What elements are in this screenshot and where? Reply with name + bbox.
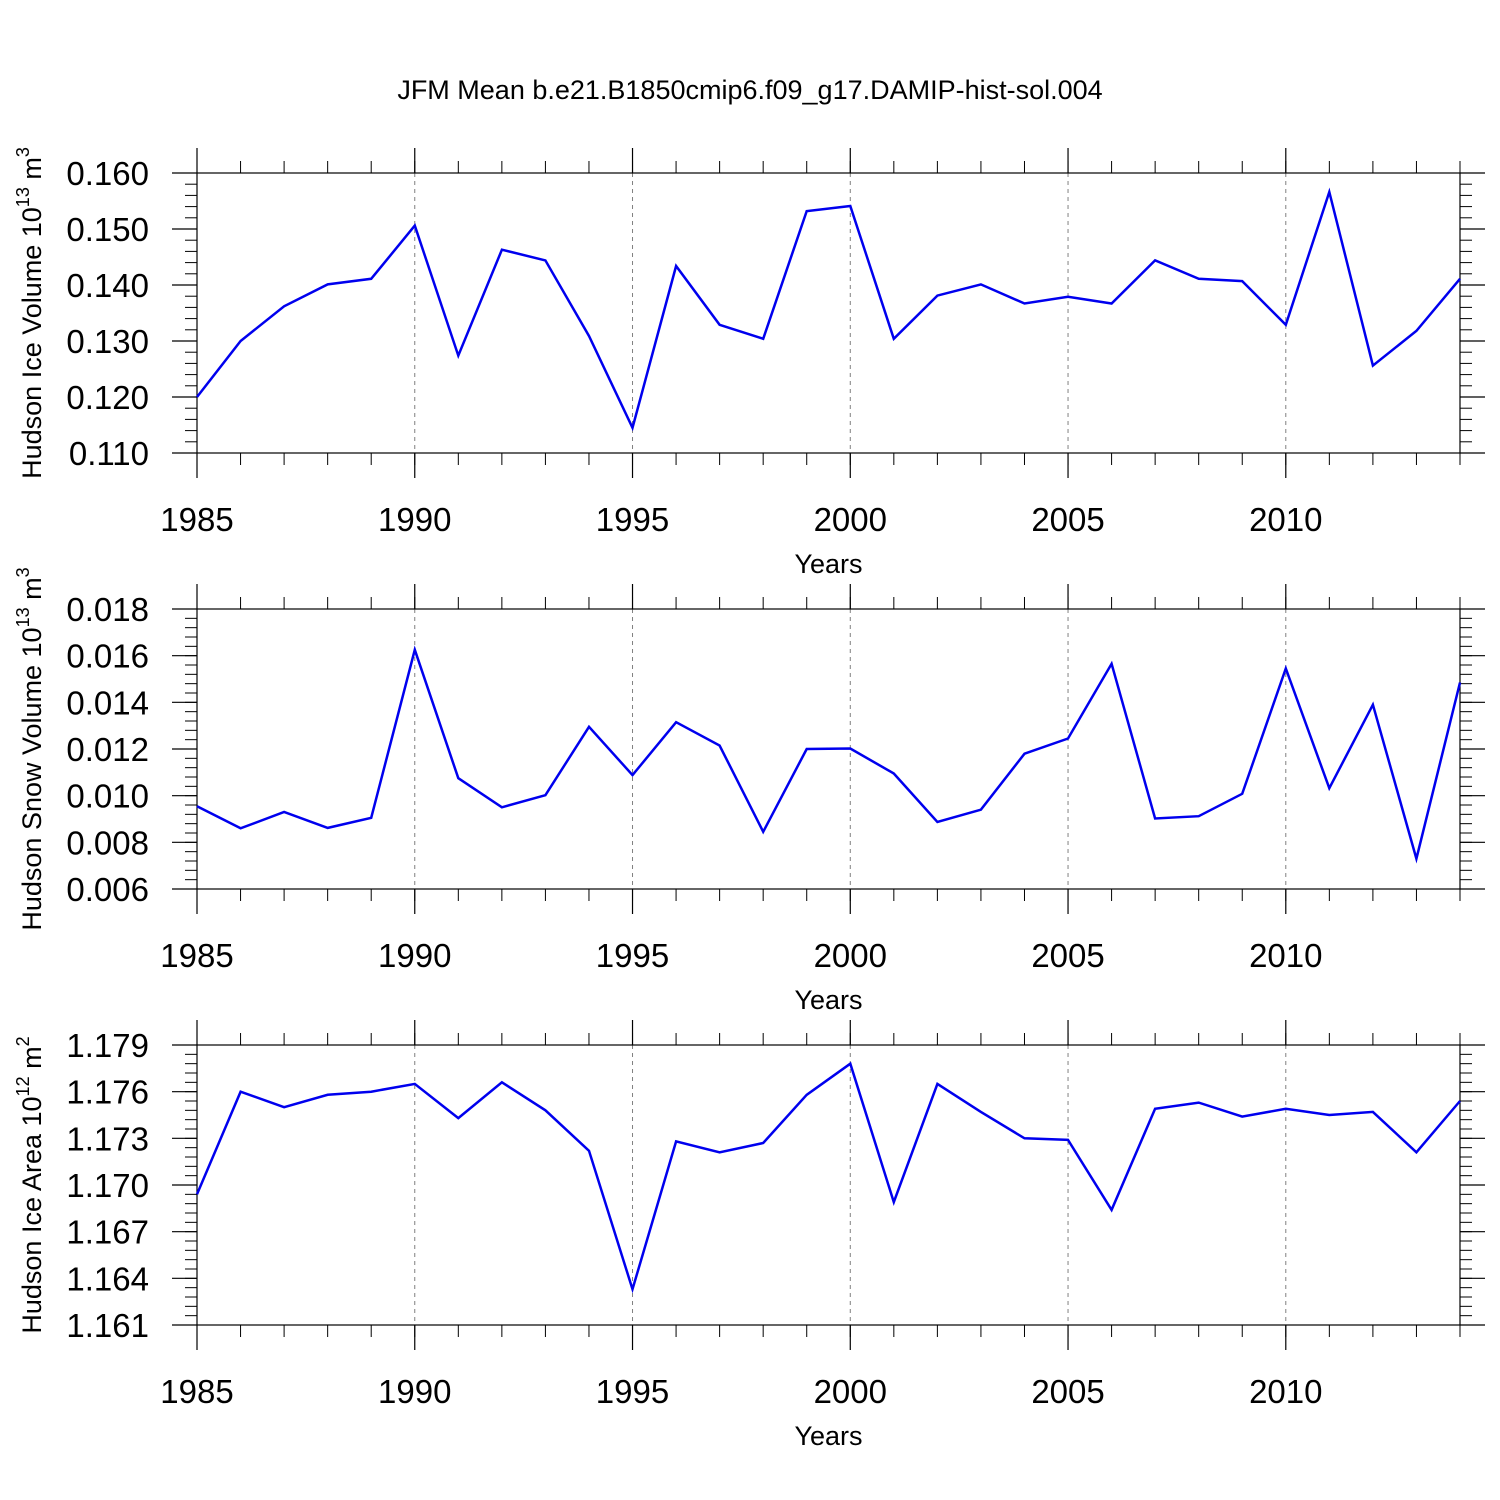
x-tick-label: 2005 xyxy=(1031,937,1104,974)
y-tick-label: 1.176 xyxy=(66,1074,149,1111)
series-line xyxy=(195,1061,1461,1294)
plot-frame xyxy=(196,172,1461,454)
y-axis-label-exponent: 13 xyxy=(13,607,33,627)
x-tick-label: 2000 xyxy=(814,937,887,974)
chart-panel-3: 1985 1990 1995 2000 2005 2010 1.161 1.164 1.167 1… xyxy=(13,1020,1485,1451)
x-tick-label: 1985 xyxy=(160,1373,233,1410)
y-axis-label-exponent: 12 xyxy=(13,1076,33,1096)
y-axis-label: Hudson Ice Area 1012 m2 xyxy=(13,1036,47,1333)
x-tick-label: 2010 xyxy=(1249,1373,1322,1410)
y-tick-label: 1.173 xyxy=(66,1120,149,1157)
chart-panel-1: 1985 1990 1995 2000 2005 2010 0.110 0.120 0.130 0… xyxy=(13,147,1485,579)
y-tick-label: 0.008 xyxy=(66,824,149,861)
y-axis-label-unit: m xyxy=(17,577,47,607)
y-tick-label: 1.170 xyxy=(66,1167,149,1204)
y-tick-label: 0.010 xyxy=(66,778,149,815)
x-axis-label: Years xyxy=(794,549,862,579)
y-tick-label: 1.179 xyxy=(66,1027,149,1064)
x-tick-label: 1990 xyxy=(378,937,451,974)
x-tick-label: 2000 xyxy=(814,501,887,538)
y-tick-label: 0.120 xyxy=(66,379,149,416)
series-line xyxy=(196,645,1462,864)
y-tick-label: 0.150 xyxy=(66,211,149,248)
y-tick-label: 0.160 xyxy=(66,155,149,192)
chart-panel-2: 1985 1990 1995 2000 2005 2010 0.006 0.008 0.010 0… xyxy=(13,567,1485,1015)
y-axis-label: Hudson Snow Volume 1013 m3 xyxy=(13,567,47,930)
y-tick-label: 0.012 xyxy=(66,731,149,768)
x-tick-label: 1985 xyxy=(160,937,233,974)
y-tick-label: 0.140 xyxy=(66,267,149,304)
y-axis-label: Hudson Ice Volume 1013 m3 xyxy=(13,147,47,479)
y-tick-label: 1.167 xyxy=(66,1214,149,1251)
x-axis-label: Years xyxy=(794,1421,862,1451)
y-axis-label-unit: m xyxy=(17,1046,47,1076)
y-tick-label: 0.014 xyxy=(66,684,149,721)
x-tick-label: 1990 xyxy=(378,1373,451,1410)
x-tick-label: 2010 xyxy=(1249,937,1322,974)
x-tick-label: 2005 xyxy=(1031,1373,1104,1410)
x-tick-label: 2005 xyxy=(1031,501,1104,538)
y-axis-label-unit-exponent: 3 xyxy=(13,567,33,577)
y-tick-label: 1.164 xyxy=(66,1260,149,1297)
x-tick-label: 1995 xyxy=(596,1373,669,1410)
y-axis-label-main: Hudson Ice Area 10 xyxy=(17,1096,47,1333)
x-tick-label: 2000 xyxy=(814,1373,887,1410)
x-tick-label: 2010 xyxy=(1249,501,1322,538)
y-tick-label: 0.006 xyxy=(66,871,149,908)
y-tick-label: 0.018 xyxy=(66,591,149,628)
y-axis-label-unit: m xyxy=(17,157,47,187)
x-tick-label: 1990 xyxy=(378,501,451,538)
x-axis-label: Years xyxy=(794,985,862,1015)
x-tick-label: 1995 xyxy=(596,501,669,538)
y-axis-label-unit-exponent: 2 xyxy=(13,1036,33,1046)
x-tick-label: 1985 xyxy=(160,501,233,538)
y-tick-label: 0.110 xyxy=(69,435,149,472)
plot-frame xyxy=(196,1044,1461,1326)
y-tick-label: 0.016 xyxy=(66,638,149,675)
y-axis-label-main: Hudson Snow Volume 10 xyxy=(17,627,47,930)
series-line xyxy=(196,187,1461,432)
y-tick-label: 0.130 xyxy=(66,323,149,360)
x-tick-label: 1995 xyxy=(596,937,669,974)
y-tick-label: 1.161 xyxy=(66,1307,149,1344)
chart-title: JFM Mean b.e21.B1850cmip6.f09_g17.DAMIP-… xyxy=(397,75,1102,105)
y-axis-label-exponent: 13 xyxy=(13,187,33,207)
y-axis-label-main: Hudson Ice Volume 10 xyxy=(17,207,47,479)
y-axis-label-unit-exponent: 3 xyxy=(13,147,33,157)
